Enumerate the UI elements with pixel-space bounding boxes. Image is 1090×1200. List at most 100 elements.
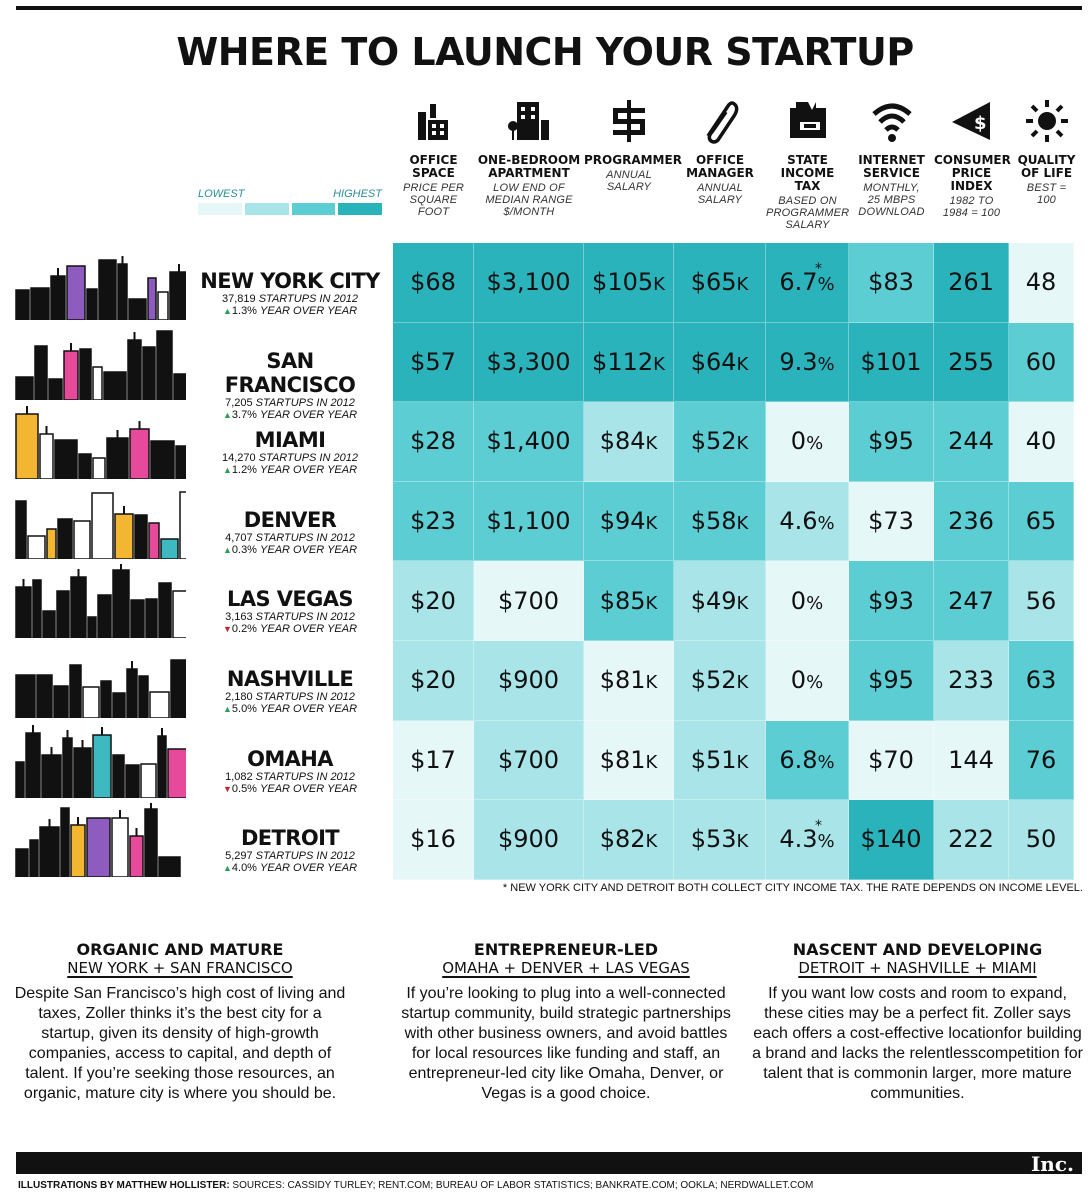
city-name: SAN FRANCISCO (224, 348, 356, 397)
table-cell: 48 (1009, 243, 1074, 323)
table-cell: $140 (849, 800, 934, 880)
city-name: NASHVILLE (226, 667, 354, 691)
city-name: MIAMI (254, 428, 326, 453)
data-grid: $68 $3,100 $105K $65K 6.7% * $83 261 48 $57 $3,300… (393, 243, 1074, 880)
table-cell: 76 (1009, 720, 1074, 801)
table-cell: 63 (1009, 640, 1074, 721)
city-label: DETROIT 5,297 STARTUPS IN 2012 ▲4.0% YEAR … (200, 826, 380, 874)
city-startups: 2,180 STARTUPS IN 2012 (225, 691, 355, 703)
trend-up-icon: ▲ (222, 465, 232, 476)
city-label: NASHVILLE 2,180 STARTUPS IN 2012 ▲5.0% YEA… (200, 667, 380, 715)
table-cell: $3,300 (474, 322, 584, 403)
section-heading: ENTREPRENEUR-LED (473, 940, 659, 959)
table-cell: 0% (766, 402, 849, 482)
section-subheading: NEW YORK + SAN FRANCISCO (67, 959, 293, 977)
city-startups: 37,819 STARTUPS IN 2012 (222, 293, 358, 305)
table-cell: $64K (674, 322, 766, 403)
table-cell: $52K (674, 640, 766, 721)
table-cell: $20 (393, 640, 474, 721)
inc-logo: Inc. (1030, 1152, 1074, 1176)
table-cell: $112K (584, 322, 674, 403)
city-startups: 5,297 STARTUPS IN 2012 (225, 850, 355, 863)
legend-swatch (244, 203, 289, 215)
table-cell: 236 (934, 481, 1009, 562)
table-cell: 261 (934, 243, 1009, 323)
footnote-marker: * (815, 261, 822, 277)
table-cell: $49K (674, 561, 766, 641)
table-cell: 56 (1009, 561, 1074, 641)
column-title: OFFICE MANAGER (686, 153, 754, 180)
city-skyline-illustration (15, 724, 186, 798)
city-startups: 3,163 STARTUPS IN 2012 (225, 611, 355, 624)
credits-sources: SOURCES: CASSIDY TURLEY; RENT.COM; BUREA… (229, 1180, 814, 1191)
price-tag-icon: $ (934, 98, 1009, 144)
footnote-marker: * (815, 818, 822, 835)
table-cell: $53K (674, 800, 766, 880)
footnote-mark: * (502, 882, 508, 894)
table-cell: $1,100 (474, 481, 584, 562)
sun-icon (1009, 98, 1084, 144)
city-label: NEW YORK CITY 37,819 STARTUPS IN 2012 ▲1.3… (200, 269, 380, 317)
svg-text:$: $ (974, 113, 987, 134)
table-cell: $51K (674, 720, 766, 801)
table-cell: 0% (766, 640, 849, 721)
table-cell: 255 (934, 322, 1009, 403)
table-cell: 60 (1009, 322, 1074, 403)
trend-up-icon: ▲ (222, 306, 232, 316)
footnote-text: NEW YORK CITY AND DETROIT BOTH COLLECT C… (510, 882, 1083, 894)
tax-register-icon (766, 98, 849, 144)
column-subtitle: ANNUAL SALARY (697, 182, 743, 206)
table-cell: $900 (474, 800, 584, 880)
apartment-icon (474, 98, 584, 144)
legend-high-label: HIGHEST (333, 188, 382, 200)
table-cell: $95 (849, 640, 934, 721)
trend-up-icon: ▲ (222, 863, 232, 874)
color-legend: LOWEST HIGHEST (198, 188, 382, 215)
column-header: STATE INCOME TAX BASED ON PROGRAMMER SALARY (766, 98, 849, 231)
legend-low-label: LOWEST (198, 188, 245, 200)
table-cell: $85K (584, 561, 674, 641)
table-cell: 0% (766, 561, 849, 641)
column-subtitle: PRICE PER SQUARE FOOT (402, 182, 465, 218)
city-change: ▲3.7% YEAR OVER YEAR (222, 408, 358, 421)
table-cell: $93 (849, 561, 934, 641)
column-subtitle: ANNUAL SALARY (606, 169, 652, 193)
bottom-rule: Inc. (16, 1152, 1082, 1176)
table-cell: 244 (934, 402, 1009, 482)
city-change: ▲0.3% YEAR OVER YEAR (222, 543, 358, 556)
column-header: OFFICE SPACE PRICE PER SQUARE FOOT (393, 98, 474, 218)
table-cell: 65 (1009, 481, 1074, 562)
column-subtitle: LOW END OF MEDIAN RANGE $/MONTH (485, 182, 573, 218)
city-label: SAN FRANCISCO 7,205 STARTUPS IN 2012 ▲3.7%… (200, 349, 380, 421)
column-header: ONE-BEDROOM APARTMENT LOW END OF MEDIAN RAN… (474, 98, 584, 218)
table-cell: 50 (1009, 800, 1074, 880)
city-change: ▼0.2% YEAR OVER YEAR (222, 623, 358, 636)
table-cell: 4.3% * (766, 800, 849, 880)
table-cell: $81K (584, 720, 674, 801)
paperclip-icon (674, 98, 766, 144)
city-skyline-illustration (15, 803, 181, 878)
column-subtitle: BEST = 100 (1026, 182, 1067, 206)
table-cell: $57 (393, 322, 474, 403)
trend-down-icon: ▼ (222, 783, 232, 794)
table-cell: $105K (584, 243, 674, 323)
section-body: Despite San Francisco’s high cost of liv… (14, 985, 346, 1102)
page-title: WHERE TO LAUNCH YOUR STARTUP (176, 30, 914, 74)
table-cell: $94K (584, 481, 674, 562)
city-change: ▲4.0% YEAR OVER YEAR (222, 862, 358, 875)
column-header: OFFICE MANAGER ANNUAL SALARY (674, 98, 766, 206)
city-change: ▲5.0% YEAR OVER YEAR (222, 703, 358, 715)
city-label: LAS VEGAS 3,163 STARTUPS IN 2012 ▼0.2% YEA… (200, 587, 380, 635)
column-subtitle: MONTHLY, 25 MBPS DOWNLOAD (858, 182, 925, 218)
legend-swatch (198, 203, 242, 215)
section-nascent: NASCENT AND DEVELOPING DETROIT + NASHVIL… (750, 940, 1085, 1104)
city-change: ▲1.3% YEAR OVER YEAR (222, 305, 358, 317)
city-startups: 14,270 STARTUPS IN 2012 (222, 452, 358, 465)
legend-swatch (338, 203, 382, 215)
city-name: OMAHA (247, 746, 333, 771)
table-cell: $28 (393, 402, 474, 482)
column-subtitle: 1982 TO 1984 = 100 (942, 195, 1001, 219)
column-title: OFFICE SPACE (409, 153, 458, 180)
table-cell: 40 (1009, 402, 1074, 482)
table-cell: 6.8% (766, 720, 849, 801)
